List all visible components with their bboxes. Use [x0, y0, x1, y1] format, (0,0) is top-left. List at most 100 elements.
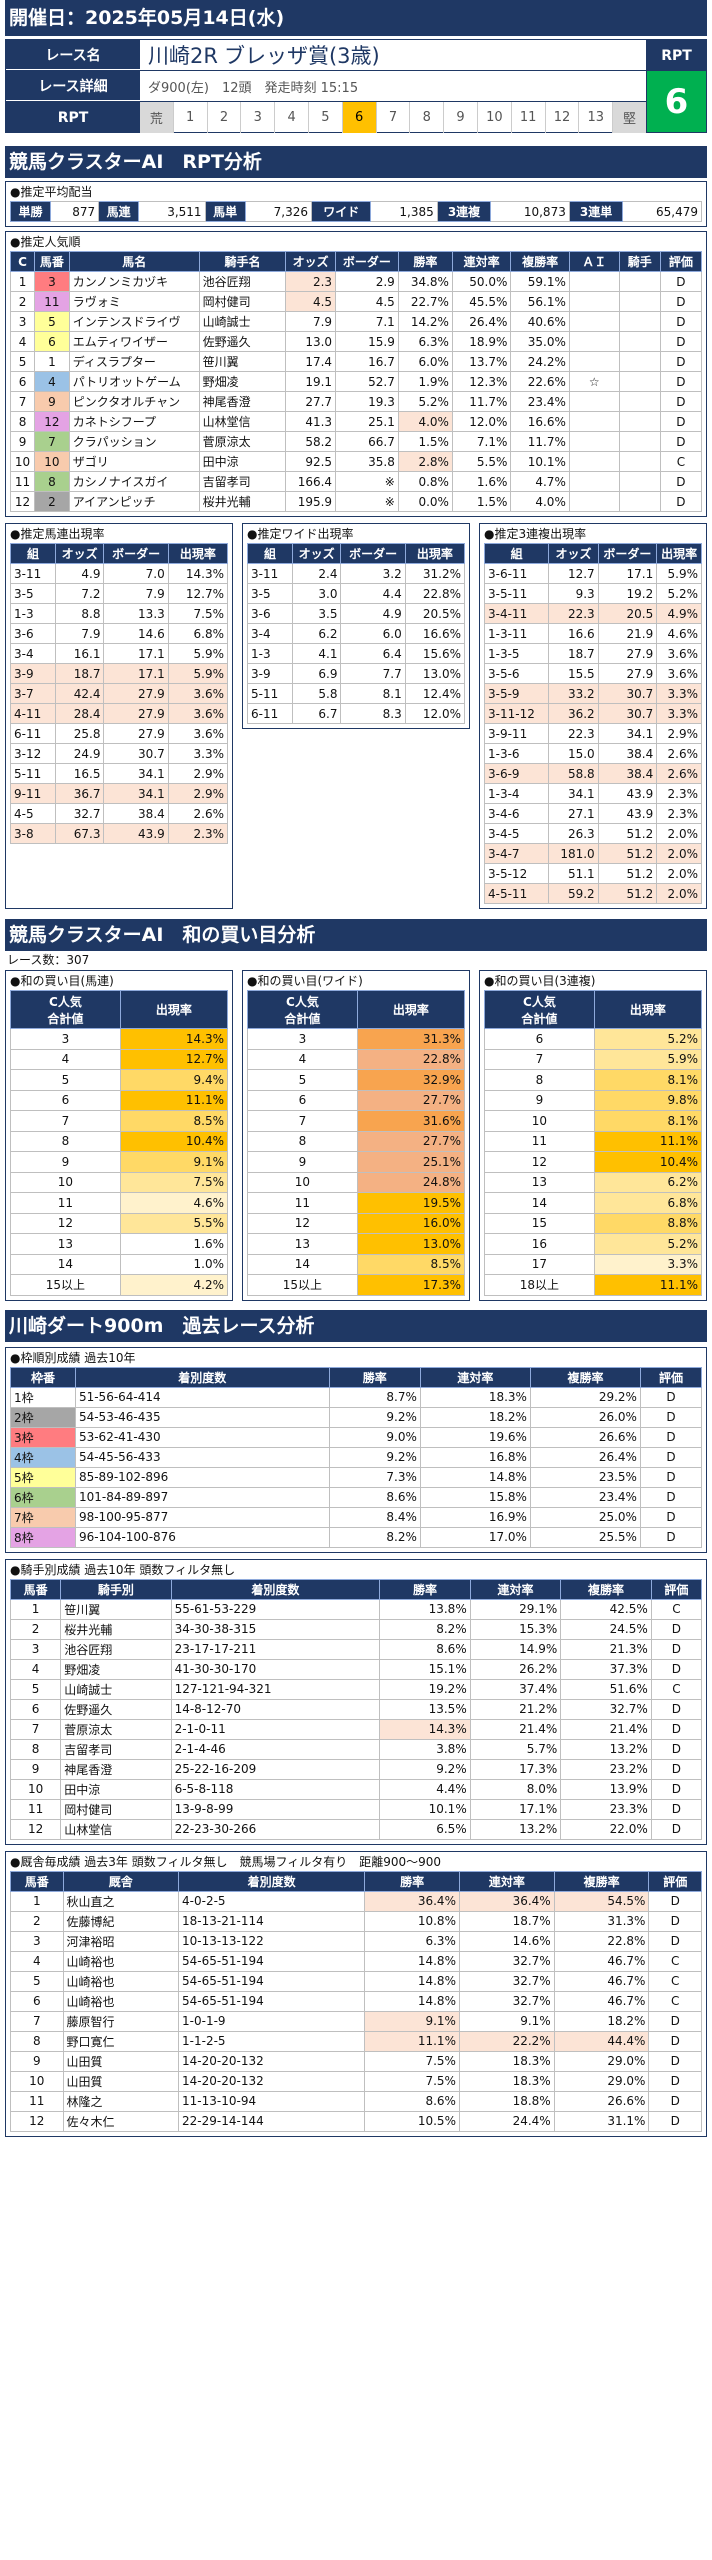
- table-cell: 9: [9, 431, 36, 452]
- table-cell: [568, 351, 620, 372]
- table-cell: 8.6%: [364, 2090, 460, 2112]
- table-row: 10 10 ザゴリ 田中涼 92.5 35.8 2.8% 5.5% 10.1% C: [9, 451, 703, 472]
- table-cell: 21.9: [597, 623, 658, 644]
- trio-title: ●推定3連複出現率: [484, 527, 587, 541]
- table-cell: 4.9: [54, 563, 105, 584]
- table-cell: D: [659, 411, 703, 432]
- table-cell: 4.6%: [656, 623, 702, 644]
- table-cell: 17.4: [285, 351, 337, 372]
- table-cell: 1.5%: [451, 491, 512, 512]
- table-cell: 16.6: [548, 623, 599, 644]
- table-row: 6 5.2%: [484, 1028, 703, 1050]
- table-cell: 1.6%: [451, 471, 512, 492]
- table-header: オッズ: [54, 543, 105, 564]
- table-cell: 15.3%: [469, 1618, 562, 1640]
- table-cell: 2.3%: [656, 803, 702, 824]
- table-cell: 3-6-11: [483, 563, 550, 584]
- table-cell: C: [648, 1970, 702, 1992]
- table-cell: 16: [484, 1233, 595, 1255]
- table-row: 3 5 インテンスドライヴ 山崎誠士 7.9 7.1 14.2% 26.4% 40.6% D: [9, 311, 703, 332]
- table-cell: 26.6%: [553, 2090, 650, 2112]
- table-cell: 31.3%: [553, 1910, 650, 1932]
- table-row: 3-9 6.9 7.7 13.0%: [247, 663, 466, 684]
- table-header: 出現率: [356, 990, 466, 1029]
- table-cell: 佐野遥久: [198, 331, 287, 352]
- table-cell: 27.7%: [356, 1089, 466, 1111]
- table-cell: 166.4: [285, 471, 337, 492]
- table-row: 2 桜井光輔 34-30-38-315 8.2% 15.3% 24.5% D: [9, 1618, 703, 1640]
- table-header: 馬番: [34, 251, 70, 272]
- table-cell: 1-3-11: [483, 623, 550, 644]
- table-cell: 10.5%: [364, 2110, 460, 2132]
- table-row: 15以上 4.2%: [10, 1274, 229, 1296]
- table-cell: 22.0%: [560, 1818, 652, 1840]
- table-cell: 4-5: [10, 803, 56, 824]
- payout-label: 馬単: [204, 201, 246, 222]
- table-cell: 11.1%: [119, 1089, 229, 1111]
- table-cell: 26.3: [548, 823, 599, 844]
- table-cell: 1-1-2-5: [178, 2030, 366, 2052]
- table-cell: C: [659, 451, 703, 472]
- table-cell: 36.4%: [458, 1890, 555, 1912]
- table-cell: 23.5%: [529, 1466, 641, 1488]
- table-row: 3-11-12 36.2 30.7 3.3%: [483, 703, 702, 724]
- table-cell: 51.2: [597, 883, 658, 904]
- table-cell: [568, 471, 620, 492]
- table-cell: 4枠: [10, 1446, 76, 1468]
- table-cell: 43.9: [597, 783, 658, 804]
- table-cell: 67.3: [54, 823, 105, 844]
- table-cell: 35.8: [335, 451, 399, 472]
- table-cell: 3-11: [247, 563, 293, 584]
- umaren-box: ●推定馬連出現率組オッズ ボーダー 出現率 3-11 4.9 7.0 14.3% 3-5 7.2…: [5, 523, 233, 909]
- table-cell: 4: [10, 1048, 121, 1070]
- table-cell: 8.3: [340, 703, 406, 724]
- table-cell: カンノンミカヅキ: [68, 271, 200, 292]
- table-cell: 菅原涼太: [198, 431, 287, 452]
- payout-value: 1,385: [370, 201, 438, 222]
- table-cell: 吉留孝司: [60, 1738, 172, 1760]
- table-row: 1 3 カンノンミカヅキ 池谷匠翔 2.3 2.9 34.8% 50.0% 59.1% D: [9, 271, 703, 292]
- table-cell: [568, 311, 620, 332]
- table-cell: 1-3: [247, 643, 293, 664]
- table-cell: 8.1%: [593, 1110, 703, 1132]
- table-header: 複勝率: [510, 251, 570, 272]
- table-row: 6 27.7%: [247, 1089, 466, 1111]
- table-cell: 11: [9, 471, 36, 492]
- table-row: 3-6 3.5 4.9 20.5%: [247, 603, 466, 624]
- table-row: 3-4-6 27.1 43.9 2.3%: [483, 803, 702, 824]
- rpt-cell: 3: [241, 102, 276, 133]
- table-cell: D: [659, 431, 703, 452]
- table-cell: 5: [9, 351, 36, 372]
- rpt-cell: 4: [275, 102, 309, 133]
- table-cell: D: [659, 471, 703, 492]
- table-cell: 4: [9, 1658, 62, 1680]
- table-row: 14 8.5%: [247, 1253, 466, 1275]
- table-row: 3-4-11 22.3 20.5 4.9%: [483, 603, 702, 624]
- table-cell: D: [650, 1618, 703, 1640]
- table-row: 9 25.1%: [247, 1151, 466, 1173]
- table-cell: C: [648, 1950, 702, 1972]
- table-row: 3-11 2.4 3.2 31.2%: [247, 563, 466, 584]
- table-cell: 14.6%: [458, 1930, 555, 1952]
- table-cell: D: [650, 1698, 703, 1720]
- table-cell: 5.9%: [593, 1048, 703, 1070]
- table-cell: [568, 451, 620, 472]
- table-row: 7 5.9%: [484, 1048, 703, 1070]
- table-cell: 2-1-4-46: [170, 1738, 381, 1760]
- table-cell: 野畑凌: [198, 371, 287, 392]
- table-cell: 3.6%: [167, 723, 229, 744]
- table-cell: 4.2%: [119, 1274, 229, 1296]
- table-cell: 58.2: [285, 431, 337, 452]
- table-cell: 98-100-95-877: [74, 1506, 330, 1528]
- table-cell: 7.1: [335, 311, 399, 332]
- table-cell: 14.9%: [469, 1638, 562, 1660]
- table-cell: 41-30-30-170: [170, 1658, 381, 1680]
- table-cell: 20.5%: [404, 603, 466, 624]
- table-cell: 2.9: [335, 271, 399, 292]
- table-cell: 101-84-89-897: [74, 1486, 330, 1508]
- table-cell: 佐藤博紀: [62, 1910, 180, 1932]
- table-cell: D: [648, 1910, 702, 1932]
- table-cell: 4: [34, 371, 70, 392]
- table-cell: 54-65-51-194: [178, 1990, 366, 2012]
- table-cell: 4.0%: [510, 491, 570, 512]
